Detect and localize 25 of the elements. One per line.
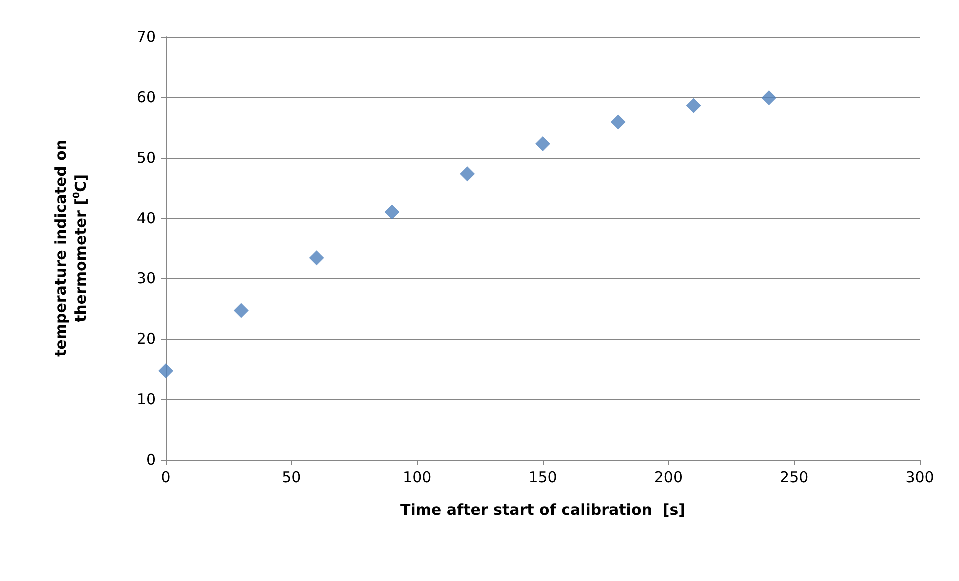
x-tick-label: 150 bbox=[528, 468, 558, 486]
y-tick-label: 20 bbox=[136, 330, 156, 348]
x-tick-label: 300 bbox=[906, 468, 934, 486]
y-tick-label: 70 bbox=[136, 28, 156, 46]
point bbox=[536, 136, 550, 152]
x-tick-label: 0 bbox=[161, 468, 171, 486]
x-tick-label: 100 bbox=[403, 468, 432, 486]
point bbox=[234, 303, 249, 318]
y-tick-label: 10 bbox=[136, 390, 156, 409]
point bbox=[762, 90, 777, 106]
point bbox=[460, 166, 476, 182]
x-axis-title: Time after start of calibration [s] bbox=[400, 501, 686, 519]
x-tick-label: 250 bbox=[780, 468, 809, 486]
point bbox=[610, 114, 626, 130]
y-tick-label: 0 bbox=[146, 451, 156, 469]
y-tick-label: 30 bbox=[136, 270, 156, 288]
point bbox=[384, 204, 400, 220]
y-tick-label: 40 bbox=[136, 209, 156, 228]
y-tick-label: 60 bbox=[136, 88, 156, 106]
x-tick-label: 50 bbox=[282, 468, 302, 486]
x-tick-label: 200 bbox=[654, 468, 683, 486]
y-tick-label: 50 bbox=[136, 148, 156, 167]
point bbox=[309, 250, 324, 266]
point bbox=[158, 364, 174, 379]
point bbox=[686, 98, 702, 114]
